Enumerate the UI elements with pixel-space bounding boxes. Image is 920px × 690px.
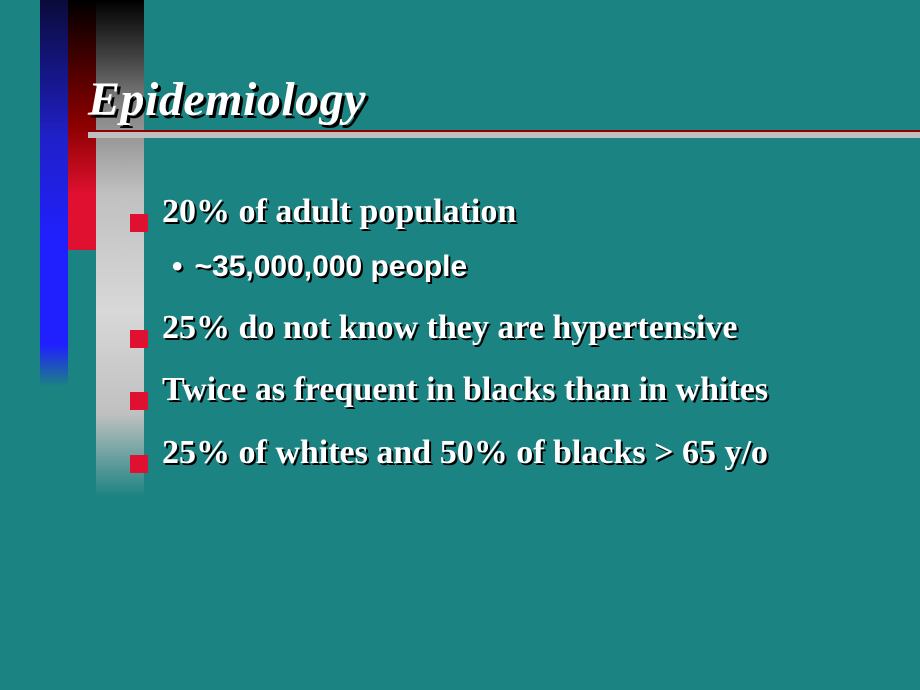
- bullet-item: 25% do not know they are hypertensive25%…: [130, 306, 900, 350]
- bullet-square-icon: [130, 330, 148, 348]
- bullet-text: 25% of whites and 50% of blacks > 65 y/o…: [162, 431, 768, 475]
- bullet-item: 25% of whites and 50% of blacks > 65 y/o…: [130, 431, 900, 475]
- bullet-item: Twice as frequent in blacks than in whit…: [130, 368, 900, 412]
- slide-container: Epidemiology Epidemiology 20% of adult p…: [0, 0, 920, 690]
- bullet-text: 25% do not know they are hypertensive25%…: [162, 306, 738, 350]
- title-main: Epidemiology: [88, 72, 366, 127]
- bullet-text: 20% of adult population20% of adult popu…: [162, 190, 516, 234]
- bullet-text: Twice as frequent in blacks than in whit…: [162, 368, 768, 412]
- bullet-item: 20% of adult population20% of adult popu…: [130, 190, 900, 234]
- bullet-square-icon: [130, 214, 148, 232]
- sub-bullet-text: ~35,000,000 people~35,000,000 people: [195, 250, 468, 284]
- decorative-bar: [40, 0, 68, 690]
- sub-bullet-item: •• ~35,000,000 people~35,000,000 people: [172, 250, 900, 284]
- slide-body: 20% of adult population20% of adult popu…: [130, 190, 900, 493]
- sub-bullet-dot-icon: ••: [172, 250, 183, 284]
- underline-grey: [88, 132, 920, 138]
- title-underline: [88, 130, 920, 138]
- slide-title: Epidemiology Epidemiology: [88, 72, 366, 127]
- bullet-square-icon: [130, 392, 148, 410]
- bullet-square-icon: [130, 455, 148, 473]
